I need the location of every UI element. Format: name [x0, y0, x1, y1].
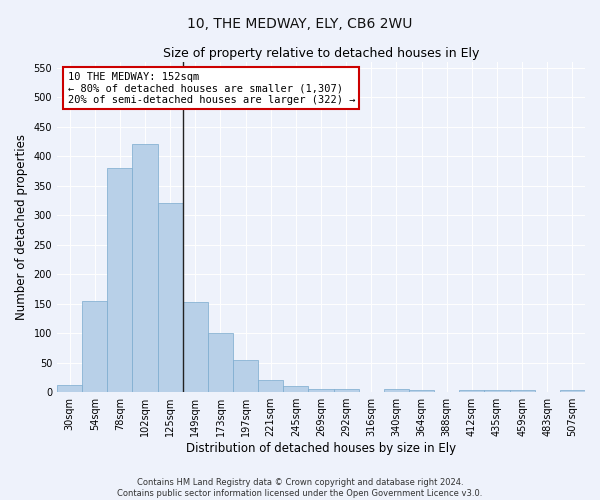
Bar [208, 333, 233, 392]
Bar [484, 390, 509, 392]
Bar [308, 390, 334, 392]
Bar [459, 390, 484, 392]
X-axis label: Distribution of detached houses by size in Ely: Distribution of detached houses by size … [186, 442, 456, 455]
Bar [107, 168, 133, 392]
Bar [283, 386, 308, 392]
Bar [509, 390, 535, 392]
Bar [258, 380, 283, 392]
Bar [133, 144, 158, 392]
Bar [57, 384, 82, 392]
Bar [183, 302, 208, 392]
Bar [409, 390, 434, 392]
Text: Contains HM Land Registry data © Crown copyright and database right 2024.
Contai: Contains HM Land Registry data © Crown c… [118, 478, 482, 498]
Bar [158, 204, 183, 392]
Y-axis label: Number of detached properties: Number of detached properties [15, 134, 28, 320]
Text: 10, THE MEDWAY, ELY, CB6 2WU: 10, THE MEDWAY, ELY, CB6 2WU [187, 18, 413, 32]
Text: 10 THE MEDWAY: 152sqm
← 80% of detached houses are smaller (1,307)
20% of semi-d: 10 THE MEDWAY: 152sqm ← 80% of detached … [68, 72, 355, 105]
Bar [82, 300, 107, 392]
Title: Size of property relative to detached houses in Ely: Size of property relative to detached ho… [163, 48, 479, 60]
Bar [334, 390, 359, 392]
Bar [560, 390, 585, 392]
Bar [233, 360, 258, 392]
Bar [384, 390, 409, 392]
